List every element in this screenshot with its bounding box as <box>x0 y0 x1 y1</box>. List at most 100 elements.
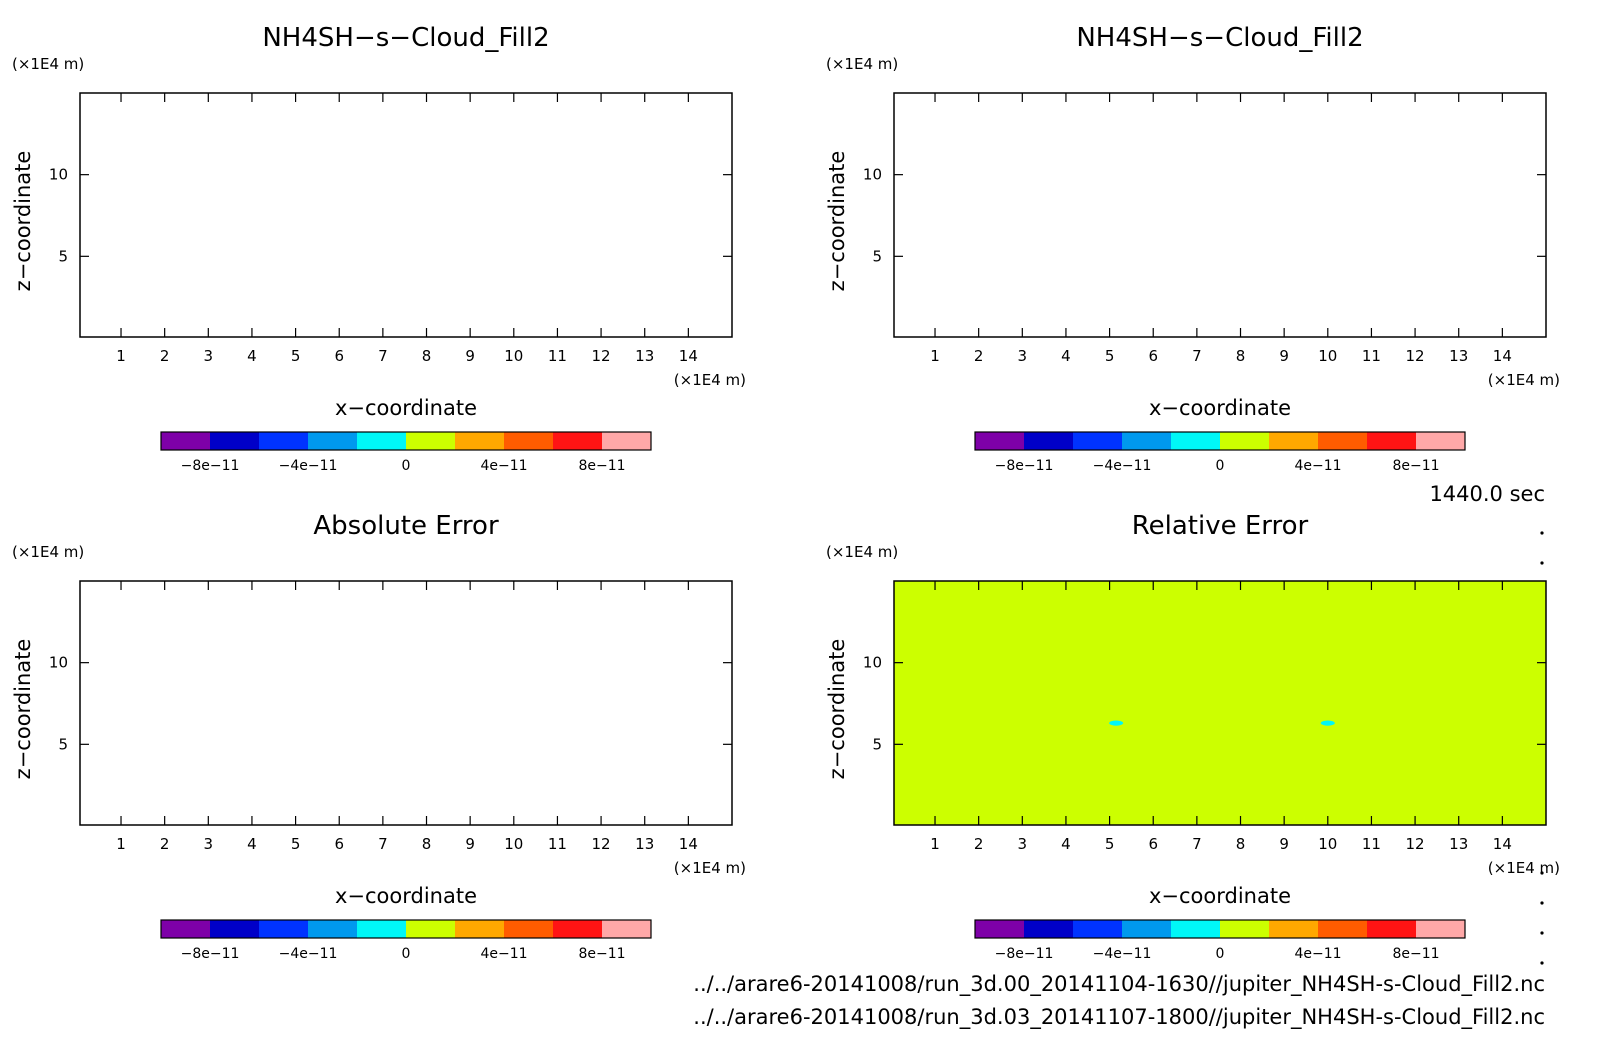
x-tick-label: 13 <box>635 835 654 853</box>
x-tick-label: 12 <box>592 347 611 365</box>
colorbar-tick-label: −4e−11 <box>1093 458 1152 474</box>
y-tick-label: 10 <box>863 654 882 672</box>
colorbar-swatch <box>1220 920 1269 938</box>
y-unit-label: (×1E4 m) <box>12 55 84 73</box>
x-tick-label: 10 <box>1318 347 1337 365</box>
colorbar-tick-label: −4e−11 <box>279 946 338 962</box>
y-unit-label: (×1E4 m) <box>12 543 84 561</box>
x-tick-label: 7 <box>378 835 388 853</box>
field-spot <box>1109 720 1124 726</box>
time-label: 1440.0 sec <box>1429 482 1545 506</box>
x-tick-label: 1 <box>116 835 126 853</box>
x-tick-label: 7 <box>1192 835 1202 853</box>
footer-path-2: ../../arare6-20141008/run_3d.03_20141107… <box>693 1005 1545 1030</box>
y-tick-label: 5 <box>872 247 882 265</box>
colorbar-swatch <box>1416 432 1465 450</box>
y-axis-label: z−coordinate <box>11 151 35 292</box>
x-tick-label: 4 <box>247 835 257 853</box>
x-tick-label: 14 <box>1493 835 1512 853</box>
stray-dots <box>1540 531 1544 965</box>
x-tick-label: 12 <box>592 835 611 853</box>
x-tick-label: 14 <box>679 835 698 853</box>
colorbar-swatch <box>1416 920 1465 938</box>
colorbar-swatch <box>1318 432 1367 450</box>
x-tick-label: 2 <box>160 347 170 365</box>
colorbar-swatch <box>357 432 406 450</box>
colorbar-swatch <box>1073 432 1122 450</box>
colorbar-swatch <box>1171 432 1220 450</box>
x-tick-label: 8 <box>1236 835 1246 853</box>
x-tick-label: 6 <box>334 835 344 853</box>
x-tick-label: 11 <box>1362 835 1381 853</box>
x-tick-label: 12 <box>1406 835 1425 853</box>
colorbar-swatch <box>975 920 1024 938</box>
colorbar-frame <box>974 431 1466 451</box>
x-tick-label: 4 <box>247 347 257 365</box>
plot-frame <box>79 580 733 826</box>
plot-frame <box>893 92 1547 338</box>
colorbar-swatch <box>308 432 357 450</box>
colorbar-tick-label: 0 <box>1216 458 1225 474</box>
x-tick-label: 1 <box>930 835 940 853</box>
x-tick-label: 3 <box>204 347 214 365</box>
x-axis-label: x−coordinate <box>1149 396 1291 420</box>
x-axis-label: x−coordinate <box>1149 884 1291 908</box>
colorbar-tick-label: −8e−11 <box>995 458 1054 474</box>
x-tick-label: 14 <box>679 347 698 365</box>
x-tick-label: 14 <box>1493 347 1512 365</box>
plot-frame <box>79 92 733 338</box>
x-tick-label: 9 <box>1279 835 1289 853</box>
x-tick-label: 5 <box>1105 347 1115 365</box>
colorbar-swatch <box>1171 920 1220 938</box>
x-tick-label: 5 <box>291 835 301 853</box>
x-tick-label: 11 <box>548 347 567 365</box>
x-unit-label: (×1E4 m) <box>674 859 746 877</box>
colorbar-tick-label: −4e−11 <box>279 458 338 474</box>
colorbar-swatch <box>553 920 602 938</box>
x-tick-label: 8 <box>1236 347 1246 365</box>
plot-frame <box>893 580 1547 826</box>
colorbar-tick-label: 0 <box>402 946 411 962</box>
x-tick-label: 6 <box>334 347 344 365</box>
colorbar-swatch <box>210 920 259 938</box>
y-tick-label: 5 <box>58 735 68 753</box>
x-unit-label: (×1E4 m) <box>1488 371 1560 389</box>
x-tick-label: 10 <box>504 835 523 853</box>
colorbar-swatch <box>1367 920 1416 938</box>
footer-path-1: ../../arare6-20141008/run_3d.00_20141104… <box>693 972 1545 997</box>
x-tick-label: 8 <box>422 347 432 365</box>
colorbar-swatch <box>210 432 259 450</box>
colorbar-tick-label: −8e−11 <box>181 458 240 474</box>
colorbar-tick-label: −4e−11 <box>1093 946 1152 962</box>
x-tick-label: 2 <box>974 835 984 853</box>
field-fill <box>894 581 1546 825</box>
x-tick-label: 10 <box>1318 835 1337 853</box>
colorbar-swatch <box>1024 432 1073 450</box>
colorbar-swatch <box>455 432 504 450</box>
panel-title: Relative Error <box>1132 511 1309 541</box>
colorbar-tick-label: 8e−11 <box>578 946 625 962</box>
colorbar-frame <box>160 431 652 451</box>
colorbar-swatch <box>1269 920 1318 938</box>
x-unit-label: (×1E4 m) <box>674 371 746 389</box>
x-tick-label: 6 <box>1148 835 1158 853</box>
panel-4: Relative Error (×1E4 m) (×1E4 m) x−coordina… <box>825 511 1560 962</box>
colorbar-tick-label: 4e−11 <box>1294 946 1341 962</box>
x-tick-label: 7 <box>1192 347 1202 365</box>
y-tick-label: 10 <box>863 166 882 184</box>
colorbar-swatch <box>259 432 308 450</box>
colorbar-swatch <box>504 920 553 938</box>
colorbar-tick-label: 4e−11 <box>480 946 527 962</box>
colorbar-swatch <box>1073 920 1122 938</box>
y-tick-label: 5 <box>872 735 882 753</box>
x-unit-label: (×1E4 m) <box>1488 859 1560 877</box>
x-tick-label: 13 <box>1449 835 1468 853</box>
colorbar-swatch <box>1024 920 1073 938</box>
y-axis-label: z−coordinate <box>825 639 849 780</box>
y-unit-label: (×1E4 m) <box>826 55 898 73</box>
colorbar-tick-label: −8e−11 <box>995 946 1054 962</box>
colorbar-tick-label: 8e−11 <box>578 458 625 474</box>
colorbar-tick-label: 8e−11 <box>1392 946 1439 962</box>
x-tick-label: 4 <box>1061 835 1071 853</box>
